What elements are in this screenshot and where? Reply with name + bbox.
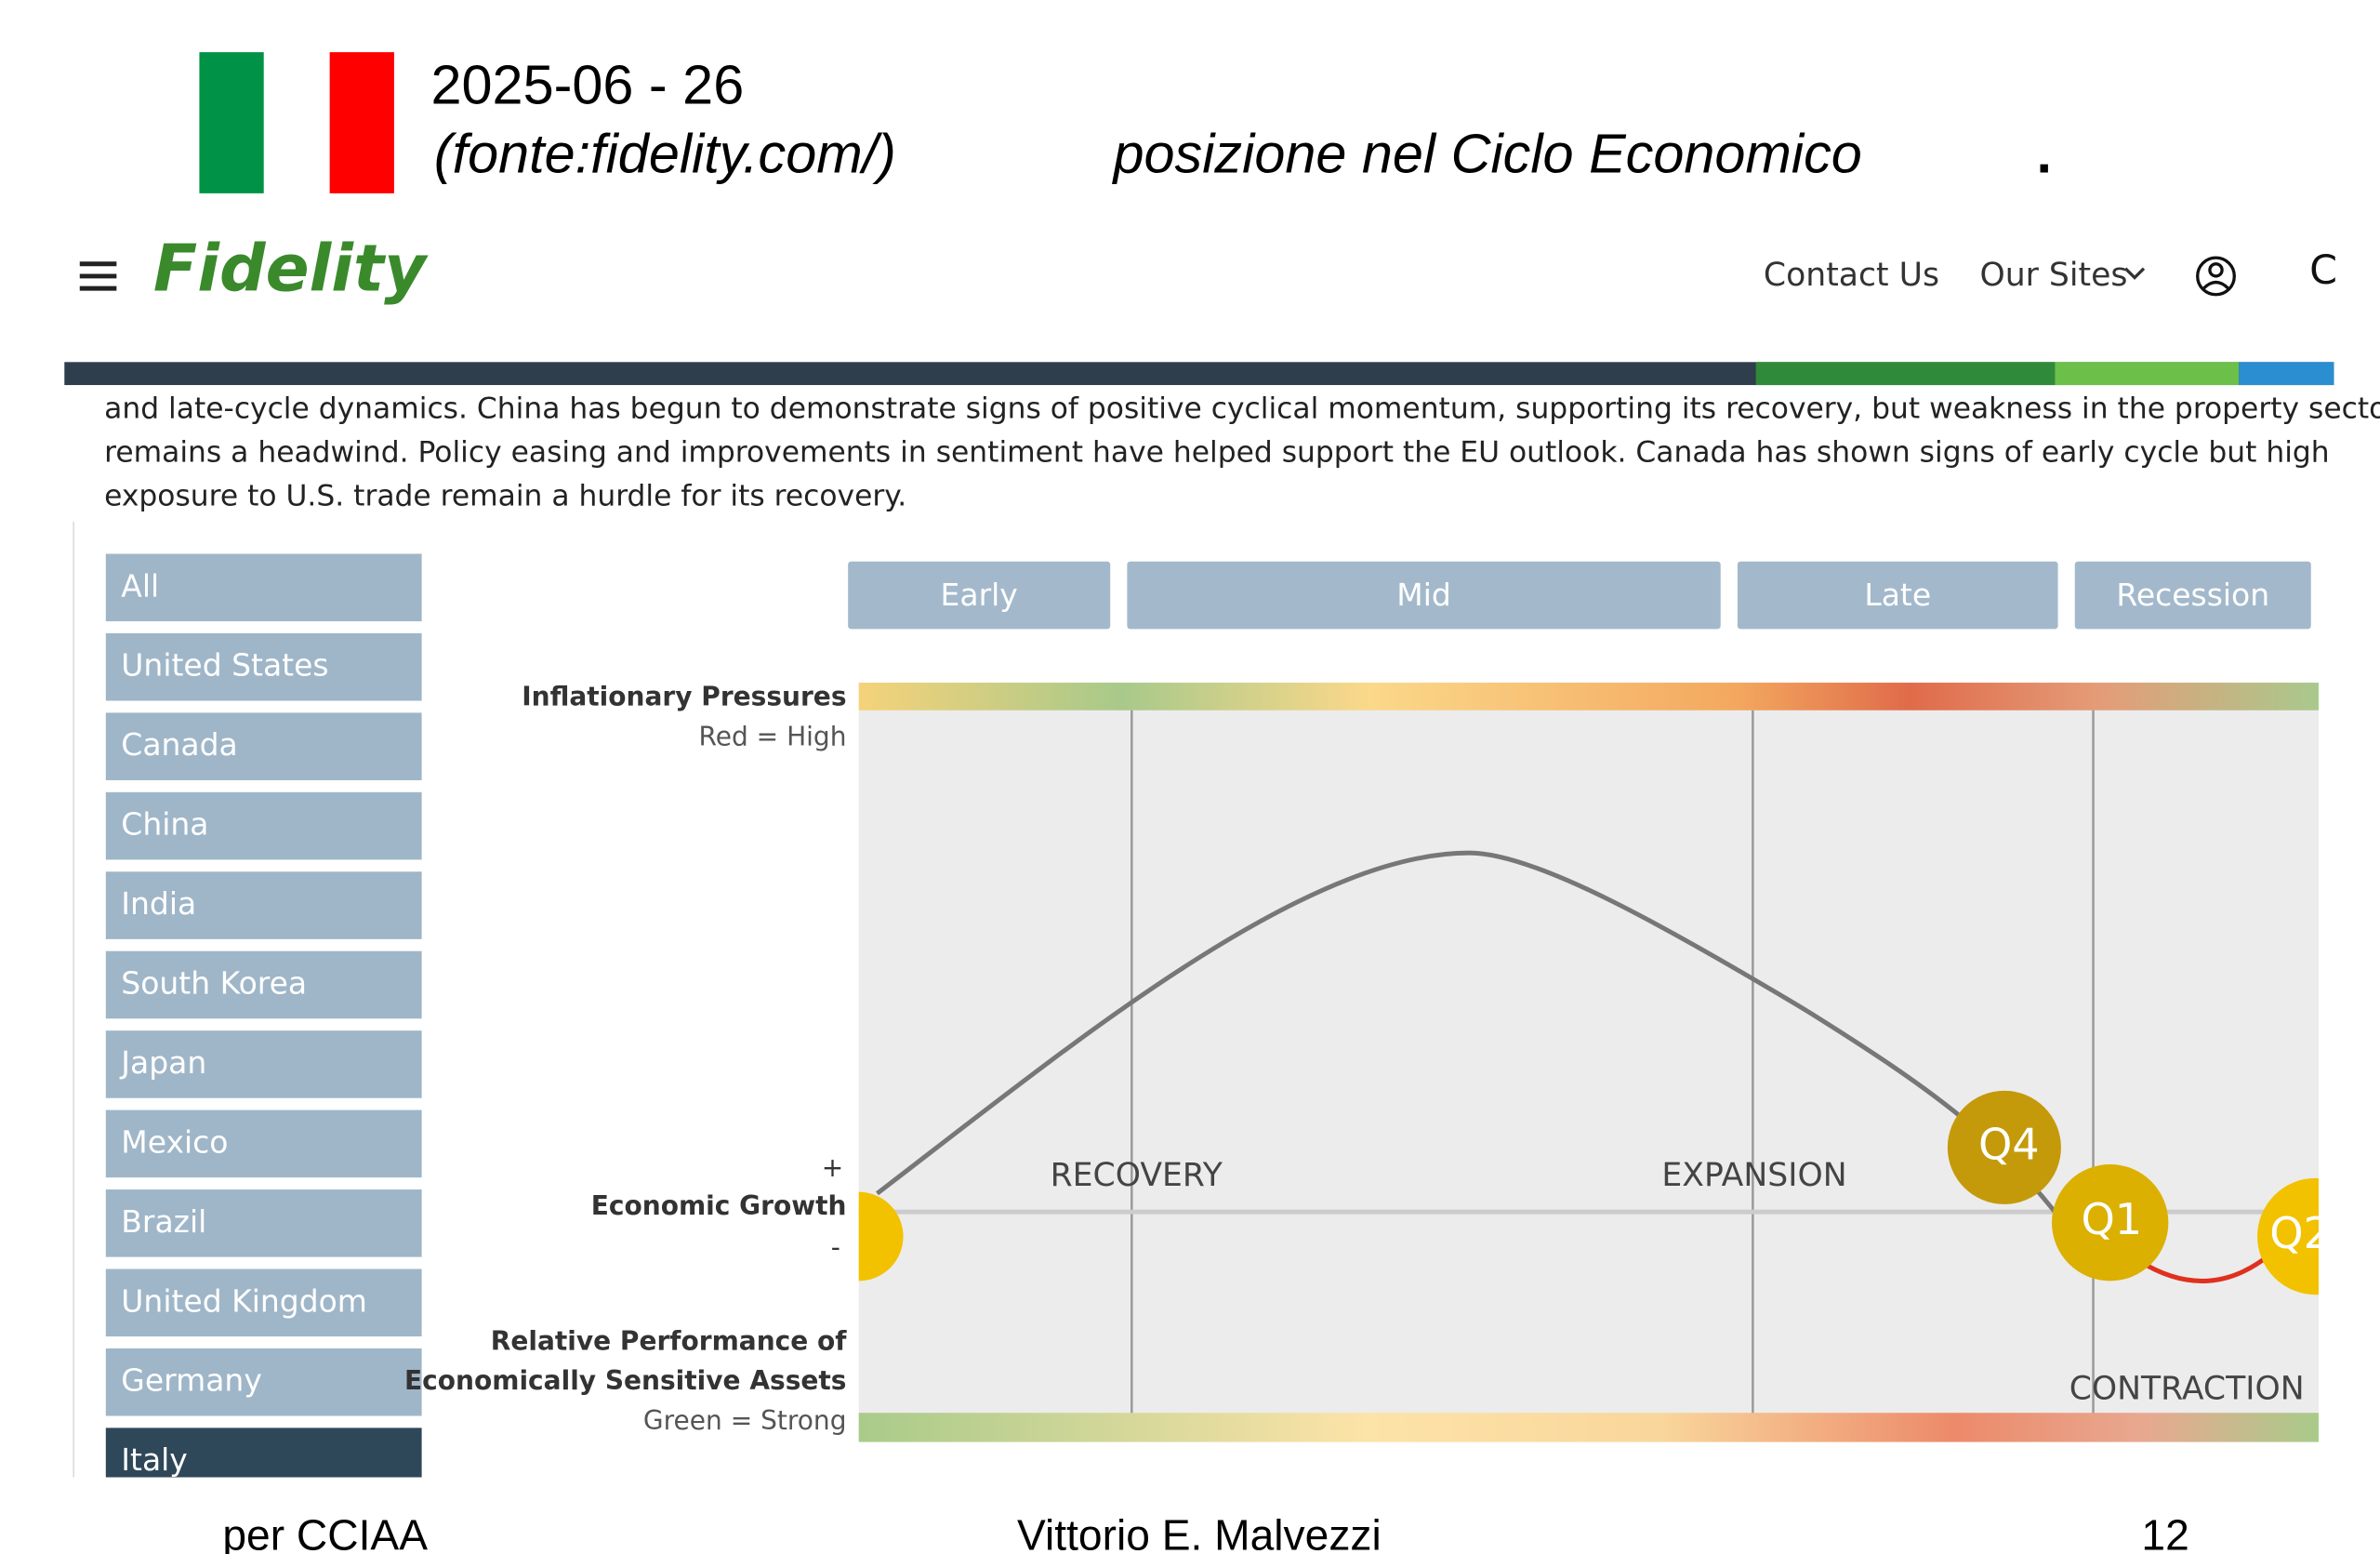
country-button[interactable] — [105, 1268, 422, 1337]
phase-button[interactable] — [1737, 561, 2058, 630]
country-button[interactable] — [105, 632, 422, 701]
phase-label[interactable]: Mid — [1396, 577, 1451, 613]
axis-label: Inflationary Pressures — [522, 682, 846, 712]
intro-line: and late-cycle dynamics. China has begun… — [104, 392, 2380, 425]
axis-label: Economically Sensitive Assets — [404, 1365, 846, 1396]
axis-note: Red = High — [699, 721, 847, 751]
quarter-label: Q2 — [2269, 1208, 2331, 1258]
footer-left: per CCIAA — [222, 1511, 428, 1554]
axis-note: Green = Strong — [643, 1405, 847, 1436]
phase-label[interactable]: Late — [1864, 577, 1931, 613]
country-label[interactable]: United Kingdom — [121, 1282, 367, 1319]
phase-button[interactable] — [2074, 561, 2311, 630]
marker — [1947, 1090, 2061, 1204]
country-button[interactable] — [105, 1189, 422, 1257]
flag-red — [329, 52, 394, 193]
country-label[interactable]: All — [121, 567, 159, 604]
country-label[interactable]: Italy — [121, 1441, 188, 1478]
phase-button[interactable] — [848, 561, 1111, 630]
country-button[interactable] — [105, 1428, 422, 1478]
inflation-bar — [858, 683, 2320, 711]
country-button[interactable] — [105, 1109, 422, 1178]
region-label: EXPANSION — [1661, 1157, 1846, 1194]
quarter-label: Q1 — [2081, 1194, 2142, 1244]
red-curve — [2137, 1253, 2271, 1283]
country-label[interactable]: Mexico — [121, 1123, 228, 1160]
country-label[interactable]: India — [121, 885, 196, 922]
performance-bar — [858, 1413, 2320, 1442]
country-label[interactable]: Brazil — [121, 1203, 206, 1240]
page-number: 12 — [2141, 1511, 2188, 1554]
plot-bg — [858, 683, 2320, 1442]
cut-text: C — [2309, 247, 2337, 294]
logo[interactable]: Fidelity — [153, 232, 429, 307]
slide-title: posizione nel Ciclo Economico — [1112, 123, 1862, 185]
country-button[interactable] — [105, 1348, 422, 1416]
intro-line: remains a headwind. Policy easing and im… — [104, 435, 2329, 469]
dot: . — [2037, 123, 2053, 185]
intro-line: exposure to U.S. trade remain a hurdle f… — [104, 479, 906, 512]
country-button[interactable] — [105, 791, 422, 860]
bar — [2239, 362, 2334, 386]
country-button[interactable] — [105, 1030, 422, 1098]
grid — [1130, 710, 2095, 1414]
date: 2025-06 - 26 — [431, 53, 745, 115]
bar — [2055, 362, 2240, 386]
quarter-label: Q4 — [1978, 1119, 2040, 1169]
country-label[interactable]: South Korea — [121, 965, 307, 1002]
country-button[interactable] — [105, 871, 422, 939]
country-label[interactable]: Germany — [121, 1362, 262, 1399]
axis-label: Relative Performance of — [491, 1325, 848, 1356]
axis-sign: + — [822, 1152, 844, 1183]
axis-sign: - — [831, 1232, 840, 1263]
region-label: RECOVERY — [1051, 1157, 1223, 1194]
chevron — [2124, 267, 2146, 280]
country-label[interactable]: Canada — [121, 726, 237, 763]
nav-link[interactable]: Our Sites — [1979, 257, 2127, 294]
phase-label[interactable]: Early — [941, 577, 1018, 613]
country-label[interactable]: China — [121, 806, 208, 843]
region-label: CONTRACTION — [2069, 1370, 2305, 1407]
marker — [2052, 1163, 2169, 1282]
phase-label[interactable]: Recession — [2116, 577, 2269, 613]
marker — [858, 1191, 904, 1282]
user-icon[interactable] — [2196, 256, 2236, 297]
flag-green — [199, 52, 264, 193]
country-button[interactable] — [105, 553, 422, 622]
country-label[interactable]: United States — [121, 647, 328, 684]
source: (fonte:fidelity.com/) — [434, 123, 896, 185]
country-label[interactable]: Japan — [119, 1044, 206, 1081]
footer-center: Vittorio E. Malvezzi — [1017, 1511, 1382, 1554]
axis-label: Economic Growth — [591, 1190, 847, 1221]
phase-button[interactable] — [1127, 561, 1721, 630]
country-button[interactable] — [105, 712, 422, 780]
marker — [2257, 1177, 2320, 1295]
nav-link[interactable]: Contact Us — [1764, 257, 1939, 294]
cycle-curve — [876, 850, 2057, 1214]
bar — [1755, 362, 2056, 386]
menu-icon[interactable] — [79, 261, 117, 291]
country-button[interactable] — [105, 950, 422, 1019]
